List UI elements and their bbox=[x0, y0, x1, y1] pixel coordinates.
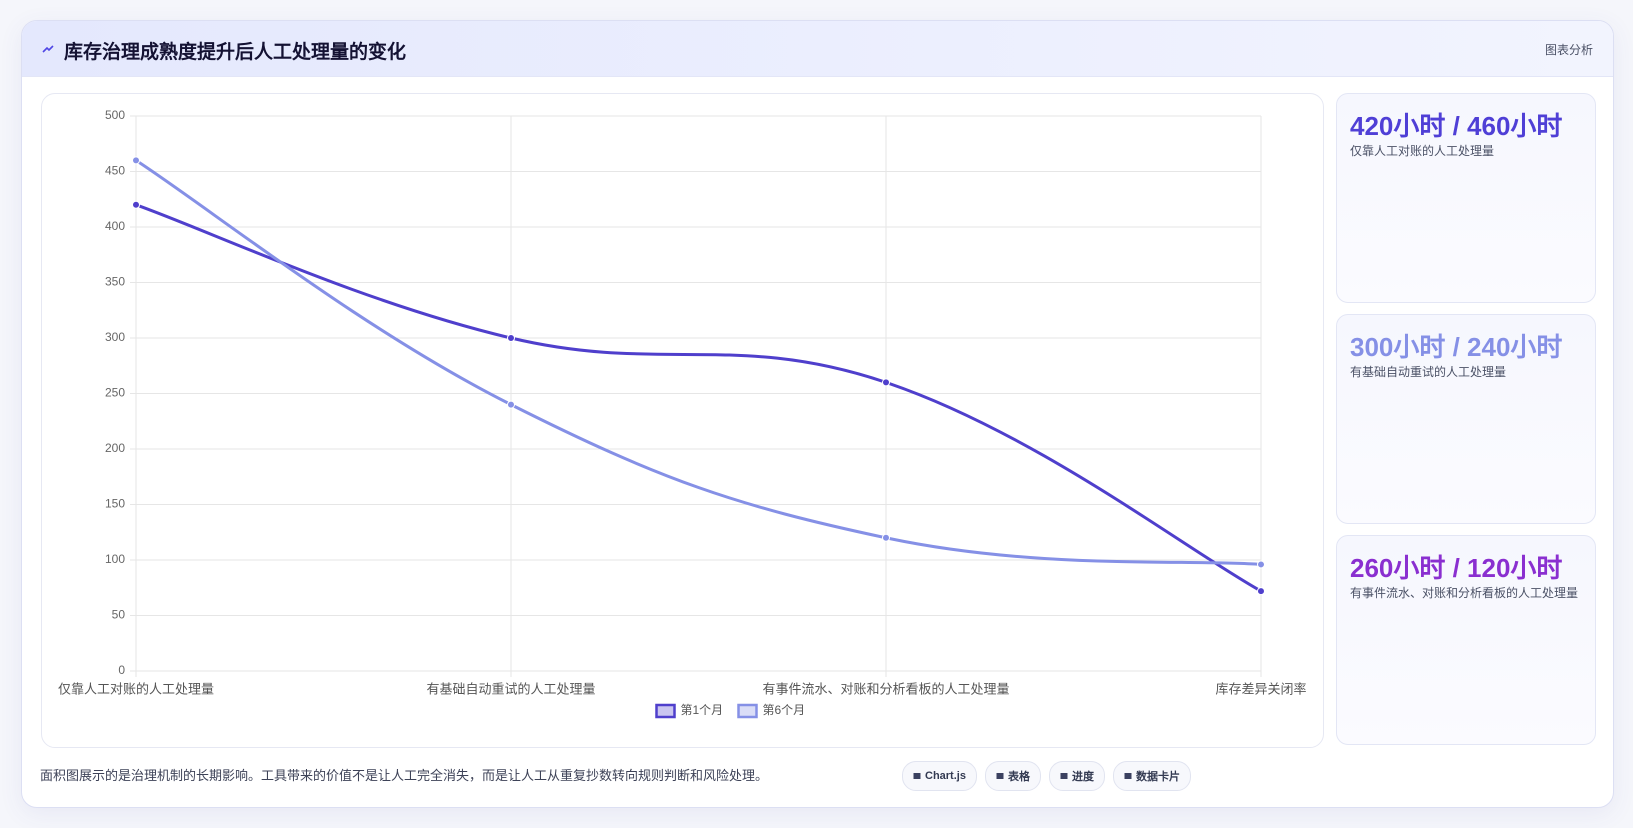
button-label: Chart.js bbox=[925, 770, 966, 782]
header-icon bbox=[42, 45, 54, 53]
button-icon bbox=[913, 773, 921, 779]
stat-caption: 仅靠人工对账的人工处理量 bbox=[1350, 144, 1495, 158]
x-tick-label: 仅靠人工对账的人工处理量 bbox=[58, 681, 214, 696]
y-tick-label: 300 bbox=[105, 330, 125, 344]
stat-card: 260小时 / 120小时有事件流水、对账和分析看板的人工处理量 bbox=[1336, 535, 1596, 745]
footer-note: 面积图展示的是治理机制的长期影响。工具带来的价值不是让人工完全消失，而是让人工从… bbox=[40, 768, 769, 783]
y-tick-label: 100 bbox=[105, 552, 125, 566]
data-point bbox=[1257, 560, 1265, 569]
data-point bbox=[507, 334, 515, 342]
button-icon bbox=[1124, 773, 1132, 779]
header: 库存治理成熟度提升后人工处理量的变化 图表分析 bbox=[22, 21, 1613, 77]
legend-swatch bbox=[737, 703, 758, 719]
tag: 图表分析 bbox=[1544, 43, 1593, 57]
y-tick-label: 450 bbox=[105, 164, 125, 178]
y-tick-label: 400 bbox=[105, 219, 125, 233]
stat-caption: 有事件流水、对账和分析看板的人工处理量 bbox=[1350, 586, 1579, 600]
dashboard-card: 库存治理成熟度提升后人工处理量的变化 图表分析 0 50 100 150 200 250 3… bbox=[21, 20, 1614, 808]
data-point bbox=[132, 200, 140, 209]
view-button[interactable]: Chart.js bbox=[902, 761, 977, 791]
stat-card: 420小时 / 460小时仅靠人工对账的人工处理量 bbox=[1336, 93, 1596, 303]
y-tick-label: 150 bbox=[105, 497, 125, 511]
y-tick-label: 250 bbox=[105, 386, 125, 400]
button-label: 进度 bbox=[1071, 771, 1094, 783]
button-icon bbox=[1060, 773, 1068, 779]
legend-label: 第1个月 bbox=[681, 703, 724, 717]
x-tick-label: 有事件流水、对账和分析看板的人工处理量 bbox=[762, 681, 1009, 696]
y-tick-label: 350 bbox=[105, 275, 125, 289]
view-button[interactable]: 表格 bbox=[984, 761, 1041, 791]
x-tick-label: 库存差异关闭率 bbox=[1215, 681, 1306, 696]
stat-card: 300小时 / 240小时有基础自动重试的人工处理量 bbox=[1336, 314, 1596, 524]
x-tick-label: 有基础自动重试的人工处理量 bbox=[426, 681, 595, 696]
legend-swatch bbox=[655, 703, 676, 719]
y-tick-label: 500 bbox=[105, 108, 125, 122]
legend-label: 第6个月 bbox=[763, 703, 806, 717]
view-button[interactable]: 进度 bbox=[1048, 761, 1105, 791]
button-icon bbox=[996, 773, 1004, 779]
data-point bbox=[882, 533, 890, 542]
view-button[interactable]: 数据卡片 bbox=[1112, 761, 1191, 791]
button-label: 表格 bbox=[1007, 771, 1030, 783]
series-line bbox=[135, 159, 1262, 566]
stat-value: 260小时 / 120小时 bbox=[1350, 553, 1563, 583]
chart: 0 50 100 150 200 250 300 350 400 450 500 仅靠人工对账的人工处… bbox=[58, 108, 1307, 719]
stat-value: 420小时 / 460小时 bbox=[1350, 111, 1563, 141]
data-point bbox=[132, 156, 140, 165]
chart-panel: 0 50 100 150 200 250 300 350 400 450 500 仅靠人工对账的人工处… bbox=[41, 93, 1324, 748]
series-line bbox=[135, 203, 1262, 593]
data-point bbox=[507, 400, 515, 409]
button-group: Chart.js 表格 进度 数据卡片 bbox=[902, 761, 1191, 791]
stat-value: 300小时 / 240小时 bbox=[1350, 332, 1563, 362]
button-label: 数据卡片 bbox=[1135, 771, 1180, 783]
y-tick-label: 200 bbox=[105, 441, 125, 455]
data-point bbox=[1257, 587, 1265, 596]
y-tick-label: 0 bbox=[118, 663, 125, 677]
stat-caption: 有基础自动重试的人工处理量 bbox=[1350, 365, 1507, 379]
y-tick-label: 50 bbox=[112, 608, 126, 622]
title: 库存治理成熟度提升后人工处理量的变化 bbox=[64, 42, 407, 63]
data-point bbox=[882, 378, 890, 387]
